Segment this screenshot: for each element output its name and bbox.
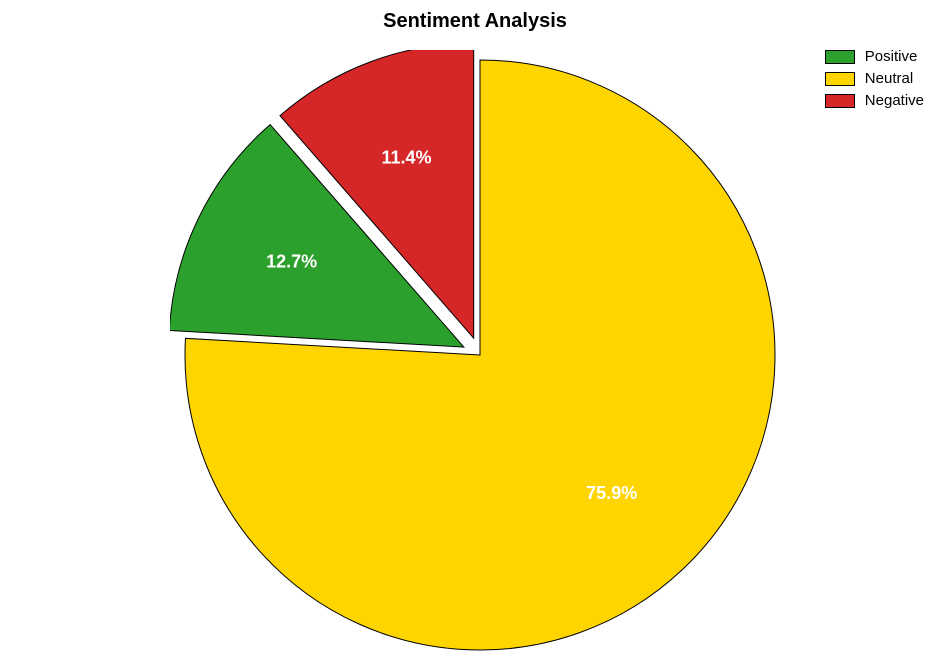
slice-label-positive: 12.7% [266, 251, 317, 271]
legend-label-negative: Negative [865, 92, 924, 109]
chart-legend: Positive Neutral Negative [825, 48, 924, 114]
legend-label-neutral: Neutral [865, 70, 913, 87]
legend-item-neutral: Neutral [825, 70, 924, 87]
pie-svg: 11.4% 12.7% 75.9% [170, 50, 790, 670]
legend-item-negative: Negative [825, 92, 924, 109]
slice-label-neutral: 75.9% [586, 483, 637, 503]
legend-label-positive: Positive [865, 48, 918, 65]
legend-swatch-negative [825, 94, 855, 108]
chart-title: Sentiment Analysis [0, 10, 950, 33]
sentiment-pie-chart: Sentiment Analysis 11.4% 12.7% 75.9% Posit… [0, 0, 950, 662]
slice-label-negative: 11.4% [381, 147, 431, 167]
legend-swatch-neutral [825, 72, 855, 86]
legend-item-positive: Positive [825, 48, 924, 65]
legend-swatch-positive [825, 50, 855, 64]
